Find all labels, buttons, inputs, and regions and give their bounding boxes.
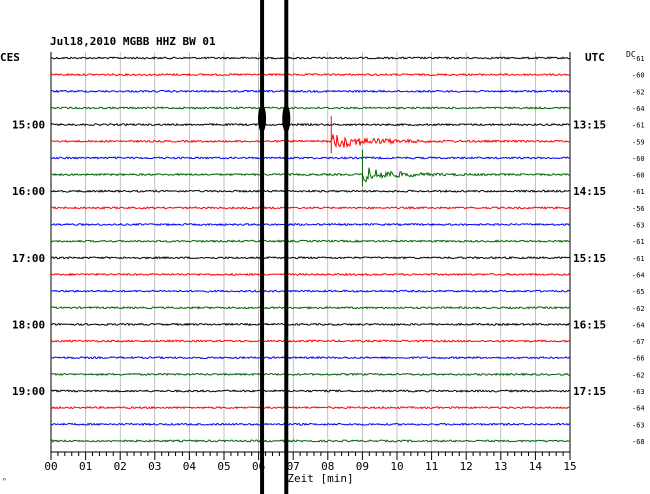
trace-14 (50, 289, 571, 293)
dc-value: -63 (632, 421, 645, 429)
right-time-label: 13:15 (573, 119, 606, 132)
dc-value: -67 (632, 338, 645, 346)
dc-value: -60 (632, 72, 645, 80)
dc-value: -66 (632, 355, 645, 363)
dc-value: -60 (632, 155, 645, 163)
x-tick-label: 01 (79, 460, 92, 473)
dc-value: -62 (632, 88, 645, 96)
local-time-label: CES (0, 51, 20, 64)
chart-title: Jul18,2010 MGBB HHZ BW 01 (50, 35, 216, 48)
dc-value: -64 (632, 405, 645, 413)
x-axis-label: Zeit [min] (287, 472, 353, 485)
left-time-label: 19:00 (12, 385, 45, 398)
x-tick-label: 03 (148, 460, 161, 473)
trace-0 (50, 56, 571, 60)
dc-value: -65 (632, 288, 645, 296)
dc-value: -60 (632, 172, 645, 180)
x-tick-label: 15 (563, 460, 576, 473)
trace-11 (50, 239, 571, 243)
trace-18 (50, 355, 571, 360)
corner-mark: ⁿ (2, 476, 7, 485)
right-time-label: 15:15 (573, 252, 606, 265)
utc-label: UTC (585, 51, 605, 64)
x-tick-label: 13 (494, 460, 507, 473)
x-tick-label: 05 (217, 460, 230, 473)
trace-4 (50, 122, 570, 127)
dc-value: -59 (632, 138, 645, 146)
dc-value: -64 (632, 321, 645, 329)
dc-value: -61 (632, 188, 645, 196)
x-tick-label: 12 (460, 460, 473, 473)
trace-19 (50, 372, 571, 377)
trace-9 (50, 206, 571, 210)
dc-label: DC (626, 50, 636, 59)
dc-value: -61 (632, 122, 645, 130)
x-tick-label: 00 (44, 460, 57, 473)
trace-20 (50, 389, 571, 393)
x-tick-label: 11 (425, 460, 438, 473)
trace-2 (50, 89, 571, 94)
trace-23 (50, 439, 571, 443)
dc-value: -56 (632, 205, 645, 213)
x-tick-label: 02 (114, 460, 127, 473)
trace-6 (50, 156, 571, 160)
dc-value: -64 (632, 105, 645, 113)
trace-5 (50, 134, 571, 149)
trace-13 (50, 272, 571, 277)
trace-10 (50, 222, 571, 227)
left-time-label: 16:00 (12, 185, 45, 198)
x-tick-label: 07 (287, 460, 300, 473)
trace-22 (50, 422, 571, 427)
trace-21 (50, 405, 571, 410)
x-tick-label: 10 (390, 460, 403, 473)
x-tick-label: 14 (529, 460, 543, 473)
dc-value: -62 (632, 305, 645, 313)
x-tick-label: 06 (252, 460, 265, 473)
spike-blob (282, 104, 291, 133)
right-time-label: 16:15 (573, 318, 606, 331)
spike-blob (258, 104, 267, 133)
dc-value: -63 (632, 222, 645, 230)
dc-value: -61 (632, 238, 645, 246)
dc-value: -61 (632, 55, 645, 63)
left-time-label: 17:00 (12, 252, 45, 265)
left-time-label: 15:00 (12, 119, 45, 132)
trace-15 (50, 305, 571, 310)
trace-16 (50, 322, 571, 327)
trace-12 (50, 256, 571, 260)
x-tick-label: 08 (321, 460, 334, 473)
dc-value: -63 (632, 388, 645, 396)
trace-8 (50, 189, 571, 193)
right-time-label: 17:15 (573, 385, 606, 398)
x-tick-label: 09 (356, 460, 369, 473)
dc-value: -61 (632, 255, 645, 263)
trace-17 (50, 339, 571, 343)
dc-value: -64 (632, 271, 645, 279)
dc-value: -62 (632, 371, 645, 379)
left-time-label: 18:00 (12, 318, 45, 331)
dc-value: -68 (632, 438, 645, 446)
trace-1 (50, 72, 571, 77)
trace-3 (50, 106, 571, 110)
x-tick-label: 04 (183, 460, 197, 473)
right-time-label: 14:15 (573, 185, 606, 198)
trace-7 (50, 167, 571, 183)
